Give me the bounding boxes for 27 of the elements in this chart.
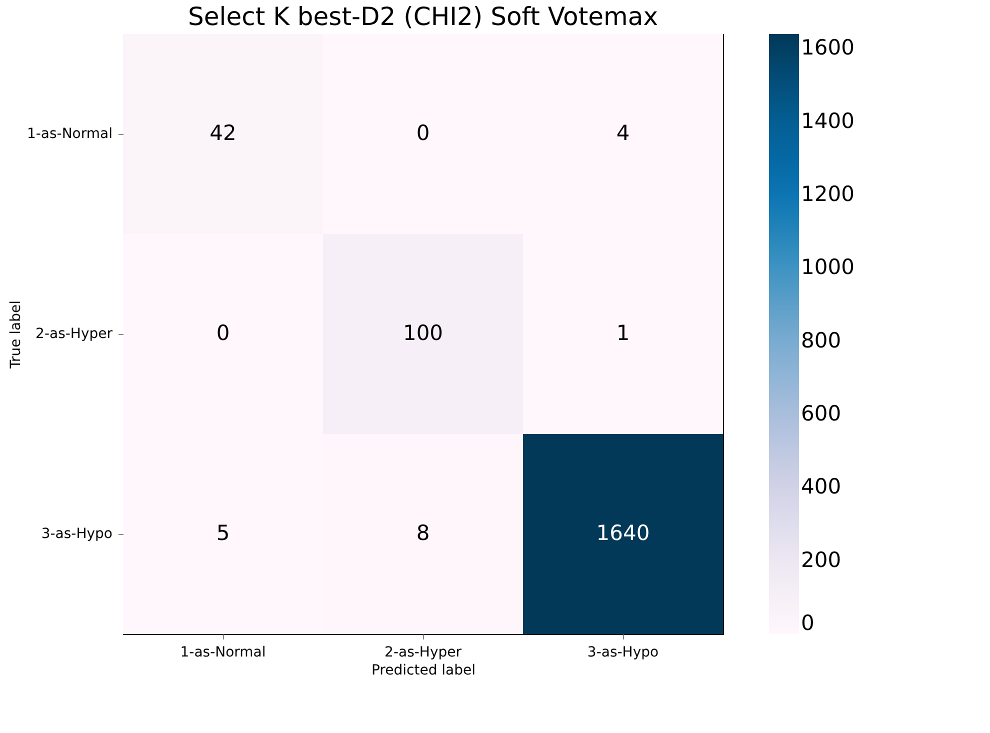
x-axis-title: Predicted label bbox=[371, 662, 476, 678]
color-bar-label: 200 bbox=[801, 548, 842, 572]
color-bar-label: 600 bbox=[801, 401, 842, 426]
x-tick-label: 2-as-Hyper bbox=[384, 644, 462, 660]
y-tick-label: 3-as-Hypo bbox=[41, 526, 112, 542]
color-bar-label: 1000 bbox=[801, 255, 854, 280]
color-bar-label: 400 bbox=[801, 474, 842, 499]
color-bar-label: 1600 bbox=[801, 36, 854, 60]
data-label: 42 bbox=[210, 121, 236, 145]
y-tick-label: 2-as-Hyper bbox=[36, 326, 113, 342]
data-label: 5 bbox=[216, 521, 230, 545]
data-label: 1640 bbox=[596, 521, 650, 545]
data-label: 4 bbox=[616, 121, 630, 145]
color-bar-label: 1200 bbox=[801, 182, 854, 206]
y-tick-label: 1-as-Normal bbox=[26, 126, 112, 142]
data-label: 8 bbox=[416, 521, 430, 545]
x-tick-label: 3-as-Hypo bbox=[587, 644, 659, 660]
data-label: 0 bbox=[216, 321, 230, 345]
color-bar-label: 1400 bbox=[801, 108, 854, 133]
y-axis-title: True label bbox=[8, 300, 24, 370]
color-bar-label: 800 bbox=[801, 328, 842, 352]
x-tick-label: 1-as-Normal bbox=[180, 644, 266, 660]
data-label: 100 bbox=[402, 321, 444, 345]
data-label: 0 bbox=[416, 121, 430, 145]
color-bar-label: 0 bbox=[801, 611, 814, 635]
chart-title: Select K best-D2 (CHI2) Soft Votemax bbox=[188, 2, 658, 31]
data-label: 1 bbox=[616, 321, 630, 345]
